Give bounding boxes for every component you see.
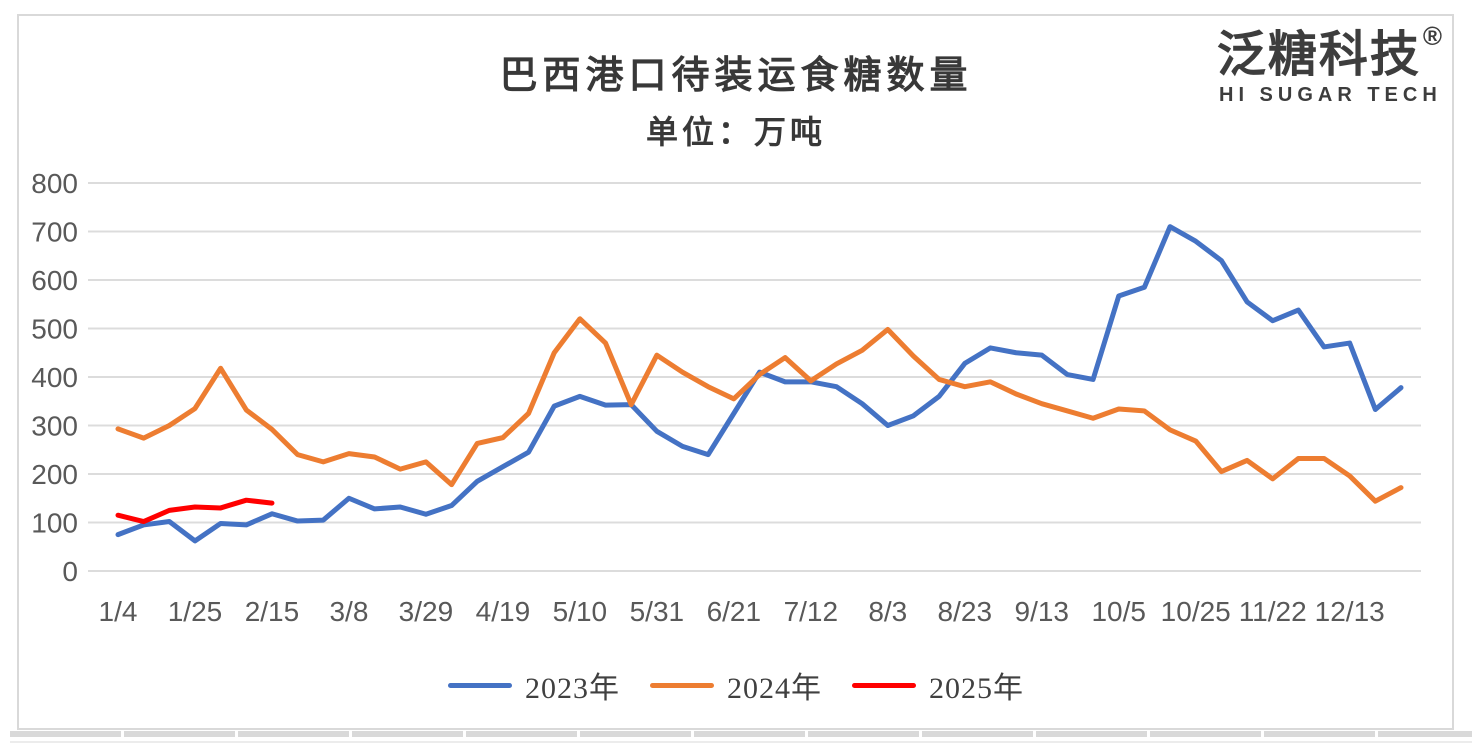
chart-legend: 2023年 2024年 2025年 [0, 663, 1472, 707]
x-axis-label: 1/4 [99, 596, 138, 627]
legend-item-2025: 2025年 [852, 663, 1024, 707]
y-axis-label: 700 [31, 217, 78, 248]
x-axis-label: 4/19 [476, 596, 531, 627]
series-line-2023年 [115, 224, 1404, 544]
legend-line-swatch-2023 [448, 682, 512, 688]
registered-trademark-icon: ® [1422, 21, 1444, 51]
cropped-table-second-edge [10, 741, 1472, 743]
brand-logo: 泛糖科技® HI SUGAR TECH [1217, 22, 1444, 107]
x-axis-label: 1/25 [168, 596, 223, 627]
x-axis-label: 2/15 [245, 596, 300, 627]
legend-item-2023: 2023年 [448, 663, 620, 707]
x-axis-label: 10/5 [1091, 596, 1146, 627]
y-axis-label: 0 [62, 556, 78, 587]
y-axis-label: 300 [31, 411, 78, 442]
y-axis-label: 100 [31, 508, 78, 539]
legend-label-2024: 2024年 [727, 672, 822, 705]
x-axis-label: 3/8 [329, 596, 368, 627]
logo-tagline: HI SUGAR TECH [1219, 83, 1442, 106]
y-axis-label: 500 [31, 314, 78, 345]
x-axis-label: 6/21 [707, 596, 762, 627]
x-axis-label: 12/13 [1315, 596, 1385, 627]
x-axis-label: 10/25 [1161, 596, 1231, 627]
chart-frame [17, 14, 1454, 730]
y-axis-label: 600 [31, 265, 78, 296]
legend-item-2024: 2024年 [650, 663, 822, 707]
x-axis-label: 5/10 [553, 596, 608, 627]
y-axis-label: 400 [31, 362, 78, 393]
y-axis-label: 200 [31, 459, 78, 490]
logo-brand-name-row: 泛糖科技® [1217, 22, 1444, 83]
cropped-table-top-edge [10, 731, 1472, 737]
y-axis-label: 800 [31, 168, 78, 199]
series-line-2025年 [115, 497, 275, 525]
x-axis-label: 7/12 [784, 596, 839, 627]
series-line-2024年 [115, 316, 1404, 504]
x-axis-label: 8/23 [938, 596, 993, 627]
logo-brand-name: 泛糖科技 [1216, 28, 1421, 82]
legend-line-swatch-2025 [852, 682, 916, 688]
legend-label-2025: 2025年 [929, 672, 1024, 705]
x-axis-label: 11/22 [1239, 596, 1307, 627]
x-axis-label: 5/31 [630, 596, 685, 627]
x-axis-label: 8/3 [868, 596, 907, 627]
x-axis-label: 9/13 [1015, 596, 1070, 627]
legend-line-swatch-2024 [650, 682, 714, 688]
x-axis-label: 3/29 [399, 596, 454, 627]
legend-label-2023: 2023年 [525, 672, 620, 705]
